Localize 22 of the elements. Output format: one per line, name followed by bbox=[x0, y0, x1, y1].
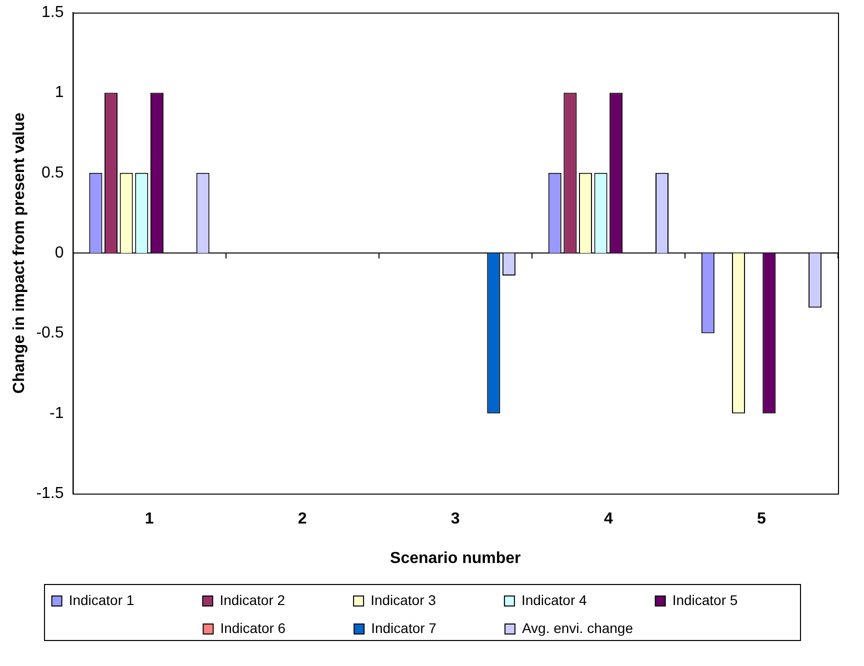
y-tick-label: 1.5 bbox=[42, 4, 64, 22]
x-tick-label: 2 bbox=[298, 510, 307, 528]
x-tick-label: 5 bbox=[757, 510, 766, 528]
x-tick-label: 3 bbox=[450, 510, 460, 528]
y-tick-label: 0 bbox=[54, 244, 64, 262]
legend-label: Indicator 7 bbox=[371, 620, 491, 636]
x-tick-label: 4 bbox=[604, 510, 613, 528]
legend-label: Indicator 1 bbox=[68, 592, 189, 608]
legend-label: Indicator 3 bbox=[370, 592, 490, 608]
legend-label: Indicator 5 bbox=[672, 592, 792, 608]
legend-label: Indicator 6 bbox=[220, 620, 340, 636]
y-tick-label: 0.5 bbox=[42, 164, 64, 182]
x-axis-title: Scenario number bbox=[390, 550, 521, 567]
y-tick-label: -1 bbox=[50, 404, 64, 422]
y-axis-title: Change in impact from present value bbox=[11, 112, 28, 394]
y-tick-label: -0.5 bbox=[36, 324, 64, 342]
y-tick-label: 1 bbox=[54, 84, 64, 102]
x-tick-label: 1 bbox=[144, 510, 154, 528]
y-tick-label: -1.5 bbox=[36, 485, 64, 502]
legend-label: Indicator 2 bbox=[220, 592, 340, 608]
legend-label: Indicator 4 bbox=[521, 592, 642, 608]
legend-label: Avg. envi. change bbox=[522, 620, 641, 636]
